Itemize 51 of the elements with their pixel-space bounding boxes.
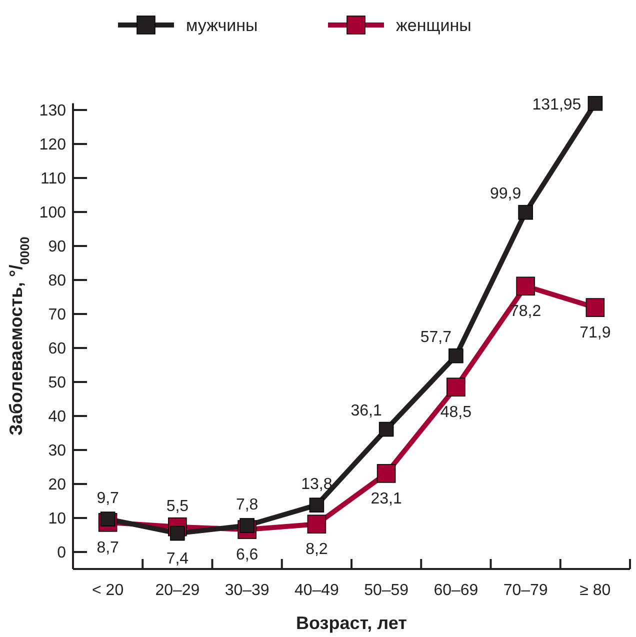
data-label: 8,7 xyxy=(96,539,120,556)
point xyxy=(516,276,535,296)
data-label: 36,1 xyxy=(350,402,382,420)
legend-label: мужчины xyxy=(186,16,258,35)
y-tick-label: 0 xyxy=(57,544,66,562)
point xyxy=(307,514,326,534)
data-label: 48,5 xyxy=(440,404,472,422)
y-tick-label: 30 xyxy=(48,442,66,460)
x-tick-label: 40–49 xyxy=(294,582,340,599)
y-tick-label: 130 xyxy=(39,102,66,120)
data-label: 78,2 xyxy=(510,303,542,320)
point xyxy=(518,204,533,220)
point xyxy=(448,348,464,364)
x-tick-label: < 20 xyxy=(92,582,124,599)
y-tick-label: 20 xyxy=(48,476,66,494)
data-label: 7,8 xyxy=(236,496,258,514)
y-tick-label: 120 xyxy=(39,136,66,154)
data-label: 131,95 xyxy=(532,96,582,114)
y-tick-label: 10 xyxy=(48,510,66,528)
y-tick-label: 90 xyxy=(48,238,66,256)
point xyxy=(309,498,324,512)
y-tick-label: 110 xyxy=(40,170,66,188)
x-tick-label: 70–79 xyxy=(503,582,548,599)
y-tick-label: 100 xyxy=(39,204,66,222)
x-tick-label: 50–59 xyxy=(364,582,409,599)
point xyxy=(446,378,466,396)
data-label: 6,6 xyxy=(236,546,258,564)
y-tick-label: 70 xyxy=(48,306,66,324)
point xyxy=(378,422,394,437)
data-label: 23,1 xyxy=(370,490,402,508)
data-label: 9,7 xyxy=(96,490,120,508)
data-label: 7,4 xyxy=(166,550,189,568)
y-tick-label: 60 xyxy=(48,340,66,358)
data-label: 99,9 xyxy=(490,185,522,202)
data-label: 8,2 xyxy=(306,541,328,558)
point xyxy=(586,298,605,317)
x-axis-title: Возраст, лет xyxy=(296,613,408,633)
data-label: 57,7 xyxy=(420,328,452,346)
y-tick-label: 50 xyxy=(48,374,66,392)
y-tick-label: 80 xyxy=(48,272,66,290)
x-tick-label: 30–39 xyxy=(224,582,270,599)
y-tick-label: 40 xyxy=(48,408,66,426)
data-label: 13,8 xyxy=(301,476,332,494)
data-label: 5,5 xyxy=(166,498,189,515)
x-tick-label: ≥ 80 xyxy=(580,582,611,599)
point xyxy=(588,96,603,111)
legend-label: женщины xyxy=(396,16,472,35)
data-label: 71,9 xyxy=(580,324,611,342)
x-tick-label: 20–29 xyxy=(155,582,200,599)
x-tick-label: 60–69 xyxy=(434,582,478,599)
point xyxy=(376,464,396,483)
